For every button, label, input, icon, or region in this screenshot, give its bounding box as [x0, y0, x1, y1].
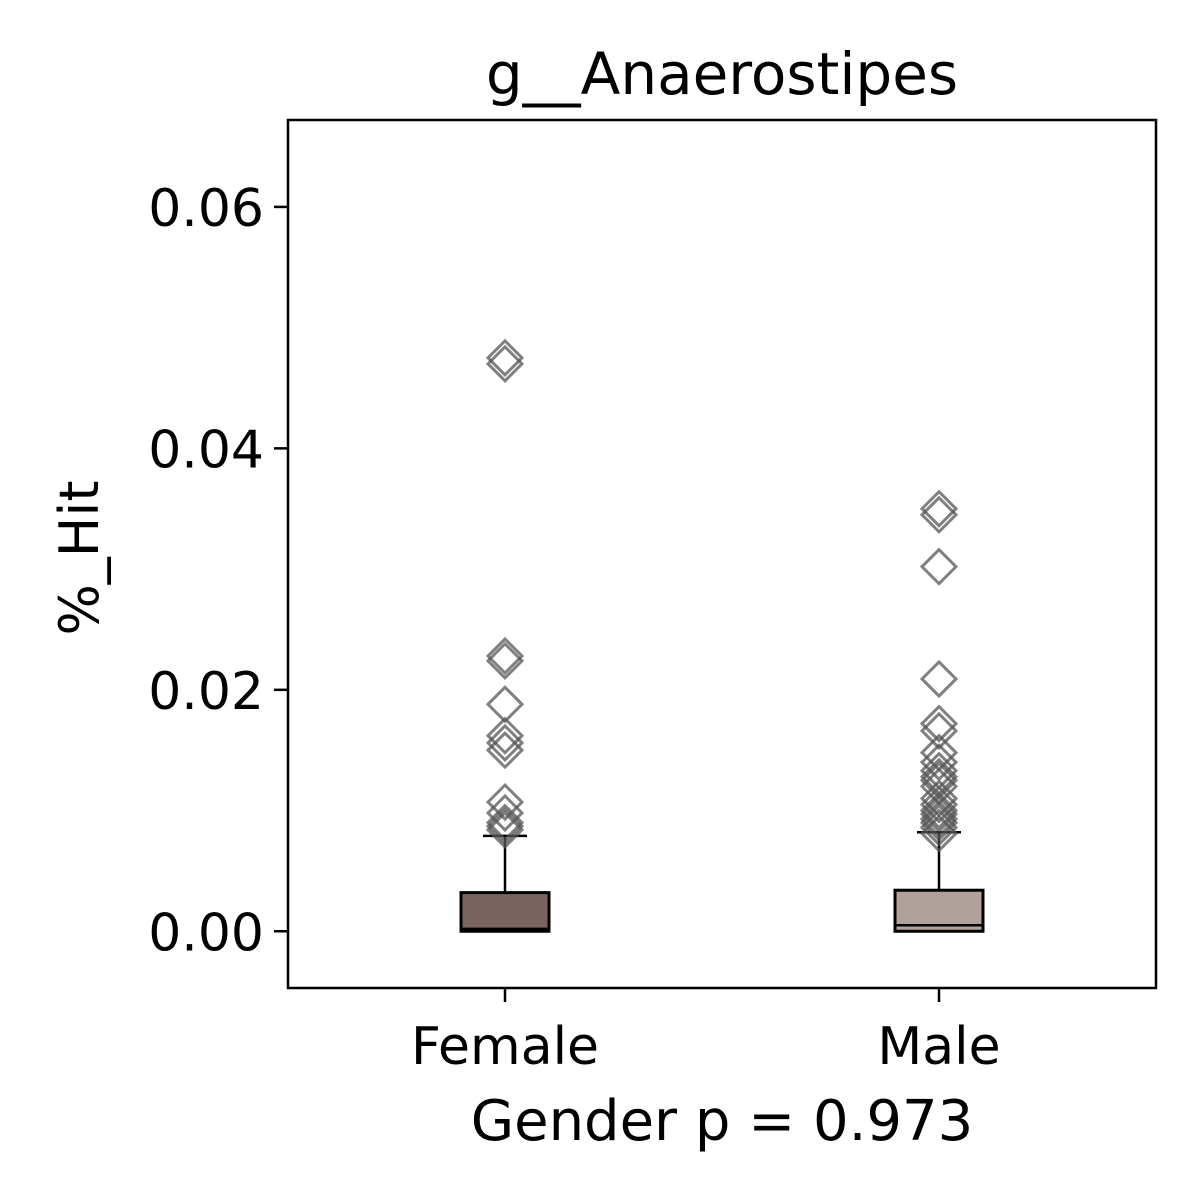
- y-tick-label: 0.04: [148, 420, 264, 480]
- y-axis-label: %_Hit: [48, 480, 111, 635]
- outlier-point: [919, 803, 959, 842]
- outlier-point: [485, 636, 525, 676]
- box: [459, 891, 551, 933]
- outlier-point: [919, 785, 959, 824]
- outlier-point: [919, 743, 959, 782]
- outlier-point: [919, 814, 959, 853]
- outlier-point: [485, 344, 525, 383]
- outlier-point: [485, 810, 525, 849]
- outlier-point: [485, 807, 525, 846]
- outlier-point: [919, 799, 959, 839]
- outlier-point: [919, 711, 959, 750]
- outlier-point: [919, 795, 959, 834]
- chart-title: g__Anaerostipes: [486, 40, 958, 108]
- x-tick-label: Male: [877, 1017, 1000, 1077]
- outlier-point: [485, 716, 525, 755]
- outlier-point: [485, 803, 525, 842]
- y-tick-label: 0.00: [148, 903, 264, 963]
- outlier-point: [919, 547, 959, 586]
- outlier-point: [919, 791, 959, 830]
- axes-frame: [286, 118, 1158, 990]
- outlier-point: [485, 731, 525, 770]
- outlier-point: [485, 793, 525, 833]
- outlier-point: [485, 723, 525, 763]
- outlier-point: [919, 659, 959, 699]
- outlier-point: [485, 338, 525, 377]
- y-tick-label: 0.02: [148, 662, 264, 722]
- outlier-point: [919, 704, 959, 743]
- outlier-point: [919, 489, 959, 528]
- outlier-point: [919, 495, 959, 534]
- x-axis-label: Gender p = 0.973: [471, 1089, 974, 1154]
- outlier-point: [485, 641, 525, 680]
- outlier-point: [485, 782, 525, 822]
- outlier-point: [485, 685, 525, 724]
- outlier-point: [919, 808, 959, 847]
- x-tick-label: Female: [411, 1017, 599, 1077]
- y-tick-label: 0.06: [148, 179, 264, 239]
